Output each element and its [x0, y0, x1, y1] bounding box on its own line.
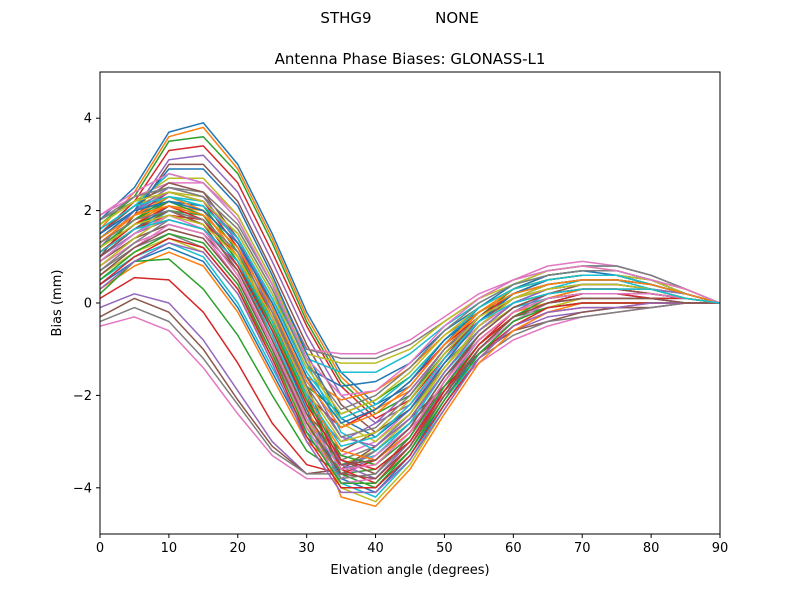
x-tick-label: 80 — [643, 541, 660, 556]
x-tick-label: 70 — [574, 541, 591, 556]
series-line-17 — [100, 228, 720, 457]
x-tick-label: 10 — [161, 541, 178, 556]
x-tick-label: 20 — [230, 541, 247, 556]
suptitle-radome: NONE — [435, 9, 479, 27]
x-tick-label: 0 — [96, 541, 104, 556]
x-tick-label: 50 — [436, 541, 453, 556]
series-line-57 — [100, 172, 720, 397]
series-line-50 — [100, 195, 720, 420]
y-tick-label: −4 — [73, 481, 92, 496]
series-line-10 — [100, 195, 720, 374]
y-tick-label: 4 — [84, 112, 92, 127]
series-line-60 — [100, 219, 720, 447]
y-axis: −4 −2 0 2 4 — [73, 112, 100, 496]
x-tick-label: 40 — [367, 541, 384, 556]
series-line-59 — [100, 214, 720, 443]
series-line-56 — [100, 228, 720, 480]
series-line-54 — [100, 237, 720, 489]
y-tick-label: 0 — [84, 297, 92, 312]
x-axis-label: Elvation angle (degrees) — [330, 563, 489, 578]
y-axis-label: Bias (mm) — [50, 270, 65, 337]
x-axis: 0 10 20 30 40 50 60 70 80 90 — [96, 534, 728, 556]
series-line-13 — [100, 209, 720, 415]
x-tick-label: 90 — [712, 541, 729, 556]
series-line-52 — [100, 205, 720, 429]
series-line-55 — [100, 242, 720, 494]
x-tick-label: 60 — [505, 541, 522, 556]
suptitle: STHG9 NONE — [320, 9, 478, 27]
chart-title: Antenna Phase Biases: GLONASS-L1 — [275, 50, 546, 68]
series-line-19 — [100, 237, 720, 466]
y-tick-label: 2 — [84, 204, 92, 219]
y-tick-label: −2 — [73, 389, 92, 404]
series-layer — [100, 122, 720, 508]
suptitle-station: STHG9 — [320, 9, 371, 27]
x-tick-label: 30 — [298, 541, 315, 556]
